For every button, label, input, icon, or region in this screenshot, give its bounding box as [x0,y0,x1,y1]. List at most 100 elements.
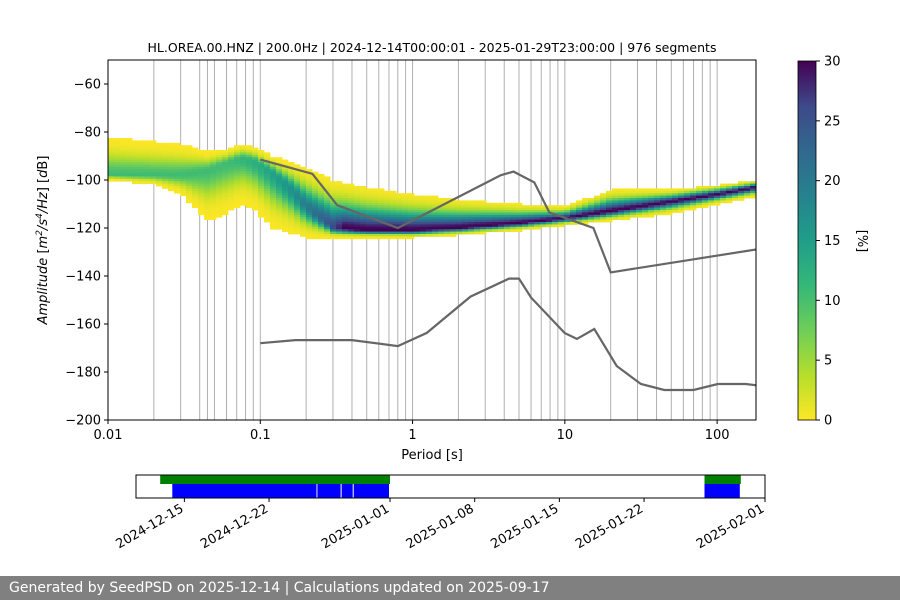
density-cell [468,214,475,218]
density-cell [306,188,313,192]
density-cell [330,231,337,235]
density-cell [252,193,259,196]
density-cell [372,229,379,232]
density-cell [720,188,727,192]
density-cell [228,162,235,165]
density-cell [198,178,205,182]
density-cell [504,214,511,218]
density-cell [258,171,265,175]
density-cell [492,219,499,223]
density-cell [558,205,565,208]
density-cell [234,154,241,158]
density-cell [258,190,265,194]
density-cell [552,219,559,223]
density-cell [510,229,517,232]
density-cell [504,210,511,213]
processed-span [341,484,353,498]
density-cell [552,205,559,208]
density-cell [234,198,241,201]
density-cell [126,142,133,146]
density-cell [702,195,709,199]
density-cell [210,183,217,187]
density-cell [348,207,355,211]
date-tick-label: 2025-01-01 [319,501,392,552]
density-cell [420,200,427,204]
density-cell [330,229,337,232]
density-cell [288,202,295,206]
density-cell [708,190,715,194]
density-cell [462,224,469,228]
density-cell [342,212,349,216]
density-cell [474,202,481,206]
density-cell [462,226,469,230]
density-cell [438,229,445,232]
density-cell [666,193,673,196]
density-cell [234,162,241,165]
density-cell [126,166,133,170]
density-cell [192,164,199,168]
density-cell [450,219,457,223]
density-cell [390,217,397,220]
density-cell [732,183,739,187]
density-cell [510,205,517,208]
density-cell [204,171,211,175]
density-cell [666,202,673,206]
density-cell [360,217,367,220]
density-cell [390,231,397,235]
density-cell [270,188,277,192]
density-cell [438,198,445,201]
density-cell [738,198,745,201]
density-cell [426,202,433,206]
density-cell [384,229,391,232]
density-cell [126,176,133,180]
density-cell [210,159,217,163]
density-cell [450,214,457,218]
density-cell [390,236,397,240]
density-cell [516,229,523,232]
density-cell [732,193,739,196]
density-cell [270,224,277,228]
density-cell [228,198,235,201]
density-cell [228,205,235,208]
density-cell [294,186,301,189]
density-cell [378,188,385,192]
density-cell [690,198,697,201]
footer-note: Generated by SeedPSD on 2025-12-14 | Cal… [0,576,900,600]
density-cell [318,178,325,182]
density-cell [210,178,217,182]
density-cell [318,231,325,235]
density-cell [156,150,163,153]
density-cell [192,190,199,194]
density-cell [456,222,463,225]
density-cell [510,207,517,211]
density-cell [702,190,709,194]
density-cell [276,178,283,182]
density-cell [222,169,229,172]
density-cell [684,202,691,206]
density-cell [372,214,379,218]
density-cell [642,195,649,199]
density-cell [570,222,577,225]
density-cell [276,207,283,211]
density-cell [126,145,133,148]
density-cell [486,226,493,230]
density-cell [276,186,283,189]
density-cell [450,217,457,220]
density-cell [276,159,283,163]
density-cell [390,222,397,225]
density-cell [420,210,427,213]
density-cell [516,210,523,213]
density-cell [258,202,265,206]
density-cell [264,166,271,170]
density-cell [438,226,445,230]
density-cell [192,169,199,172]
density-cell [408,195,415,199]
density-cell [132,150,139,153]
density-cell [444,224,451,228]
density-cell [144,176,151,180]
density-cell [690,188,697,192]
density-cell [528,219,535,223]
density-cell [300,178,307,182]
density-cell [588,207,595,211]
density-cell [546,224,553,228]
